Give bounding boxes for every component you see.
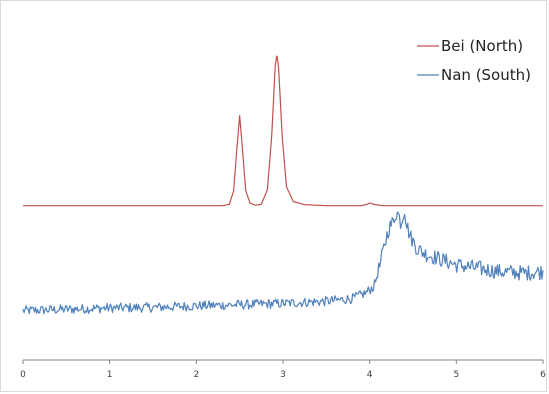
x-axis: 0 1 2 3 4 5 6 [20, 359, 546, 380]
x-tick-label: 4 [367, 370, 373, 380]
x-tick-label: 3 [280, 370, 286, 380]
x-tick-label: 2 [193, 370, 199, 380]
series-group [22, 55, 544, 315]
x-tick-label: 6 [540, 370, 546, 380]
x-tick-label: 0 [20, 370, 26, 380]
legend-label: Bei (North) [441, 37, 523, 55]
legend-label: Nan (South) [441, 66, 531, 84]
series-line-nan-south [22, 211, 544, 315]
series-line-bei-north [22, 55, 544, 207]
legend: Bei (North) Nan (South) [417, 37, 531, 84]
x-tick-label: 5 [453, 370, 459, 380]
x-tick-label: 1 [107, 370, 113, 380]
